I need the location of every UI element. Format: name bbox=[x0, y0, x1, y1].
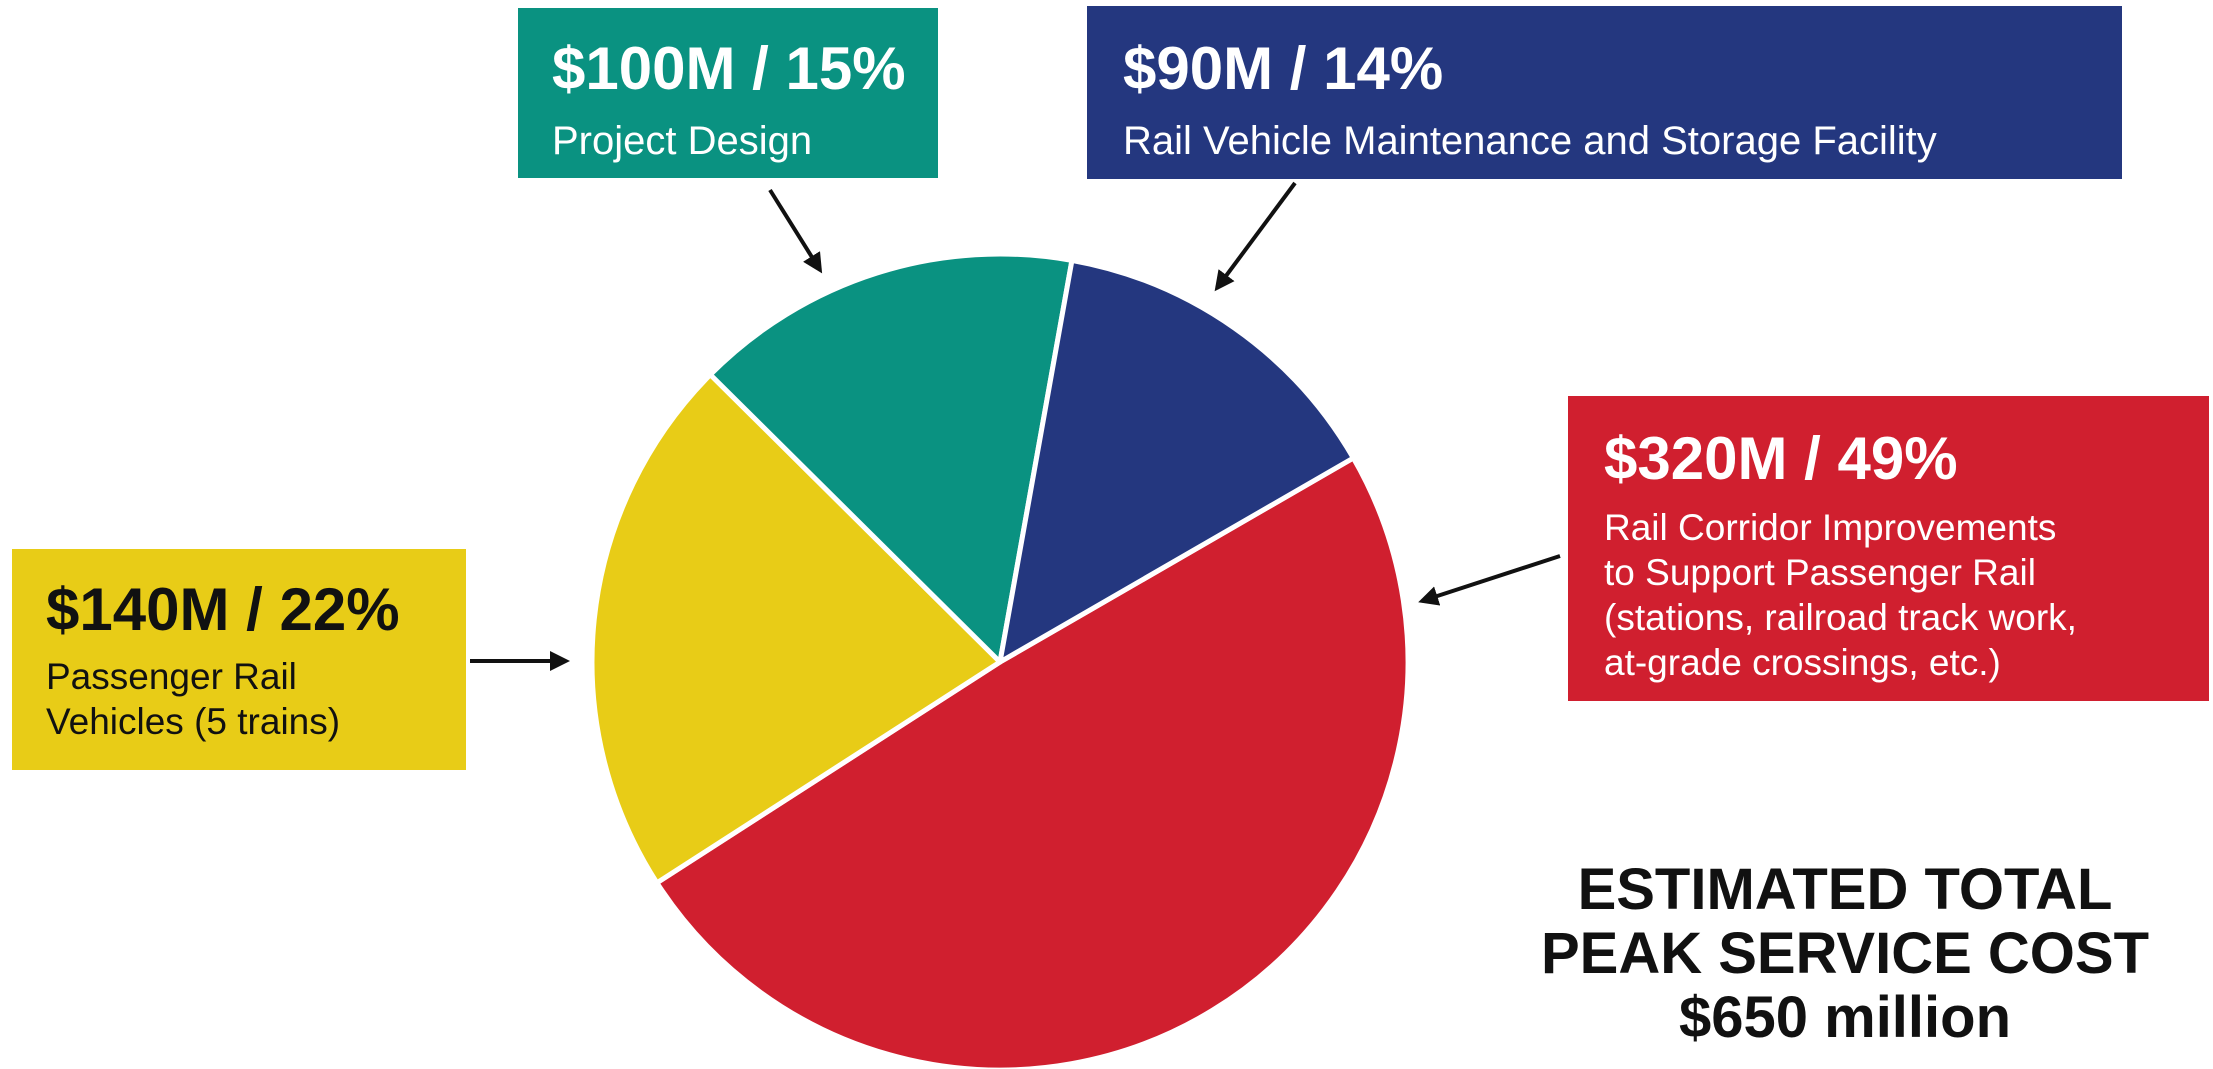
callout-description-line: to Support Passenger Rail bbox=[1604, 552, 2036, 594]
callout-description-line: (stations, railroad track work, bbox=[1604, 597, 2077, 639]
slice-maintenance-facility bbox=[997, 257, 1356, 665]
callout-description-line: Vehicles (5 trains) bbox=[46, 701, 341, 743]
pie-slices bbox=[589, 251, 1411, 1069]
callout-maintenance-facility: $90M / 14% Rail Vehicle Maintenance and … bbox=[1087, 6, 2122, 179]
callout-description: Rail Corridor Improvements to Support Pa… bbox=[1604, 505, 2173, 686]
total-label-line1: ESTIMATED TOTAL bbox=[1577, 857, 2113, 922]
callout-description-line: at-grade crossings, etc.) bbox=[1604, 642, 2001, 684]
slice-project-design bbox=[707, 251, 1075, 665]
arrow-design bbox=[768, 188, 823, 274]
total-value: $650 million bbox=[1678, 984, 2012, 1050]
arrow-corridor bbox=[1418, 554, 1561, 606]
total-label-line2: PEAK SERVICE COST bbox=[1540, 920, 2150, 986]
callout-description-line: Passenger Rail bbox=[46, 656, 297, 697]
arrow-maintenance bbox=[1214, 181, 1297, 292]
callout-amount: $90M / 14% bbox=[1123, 35, 1444, 102]
callout-amount: $140M / 22% bbox=[46, 576, 400, 643]
slice-corridor-improvements bbox=[654, 455, 1411, 1069]
callout-description: Passenger Rail Vehicles (5 trains) bbox=[46, 654, 432, 744]
callout-description: Project Design bbox=[552, 119, 813, 163]
callout-description: Rail Vehicle Maintenance and Storage Fac… bbox=[1123, 119, 1937, 163]
callout-description-line: Rail Corridor Improvements bbox=[1604, 507, 2057, 548]
callout-passenger-rail-vehicles: $140M / 22% Passenger Rail Vehicles (5 t… bbox=[12, 549, 466, 770]
total-cost-summary: ESTIMATED TOTAL PEAK SERVICE COST $650 m… bbox=[1480, 858, 2210, 1049]
slice-passenger-rail-vehicles bbox=[589, 372, 1003, 886]
callout-amount: $320M / 49% bbox=[1604, 425, 1958, 492]
callout-amount: $100M / 15% bbox=[552, 35, 906, 102]
callout-project-design: $100M / 15% Project Design bbox=[518, 8, 938, 178]
callout-corridor-improvements: $320M / 49% Rail Corridor Improvements t… bbox=[1568, 396, 2209, 701]
